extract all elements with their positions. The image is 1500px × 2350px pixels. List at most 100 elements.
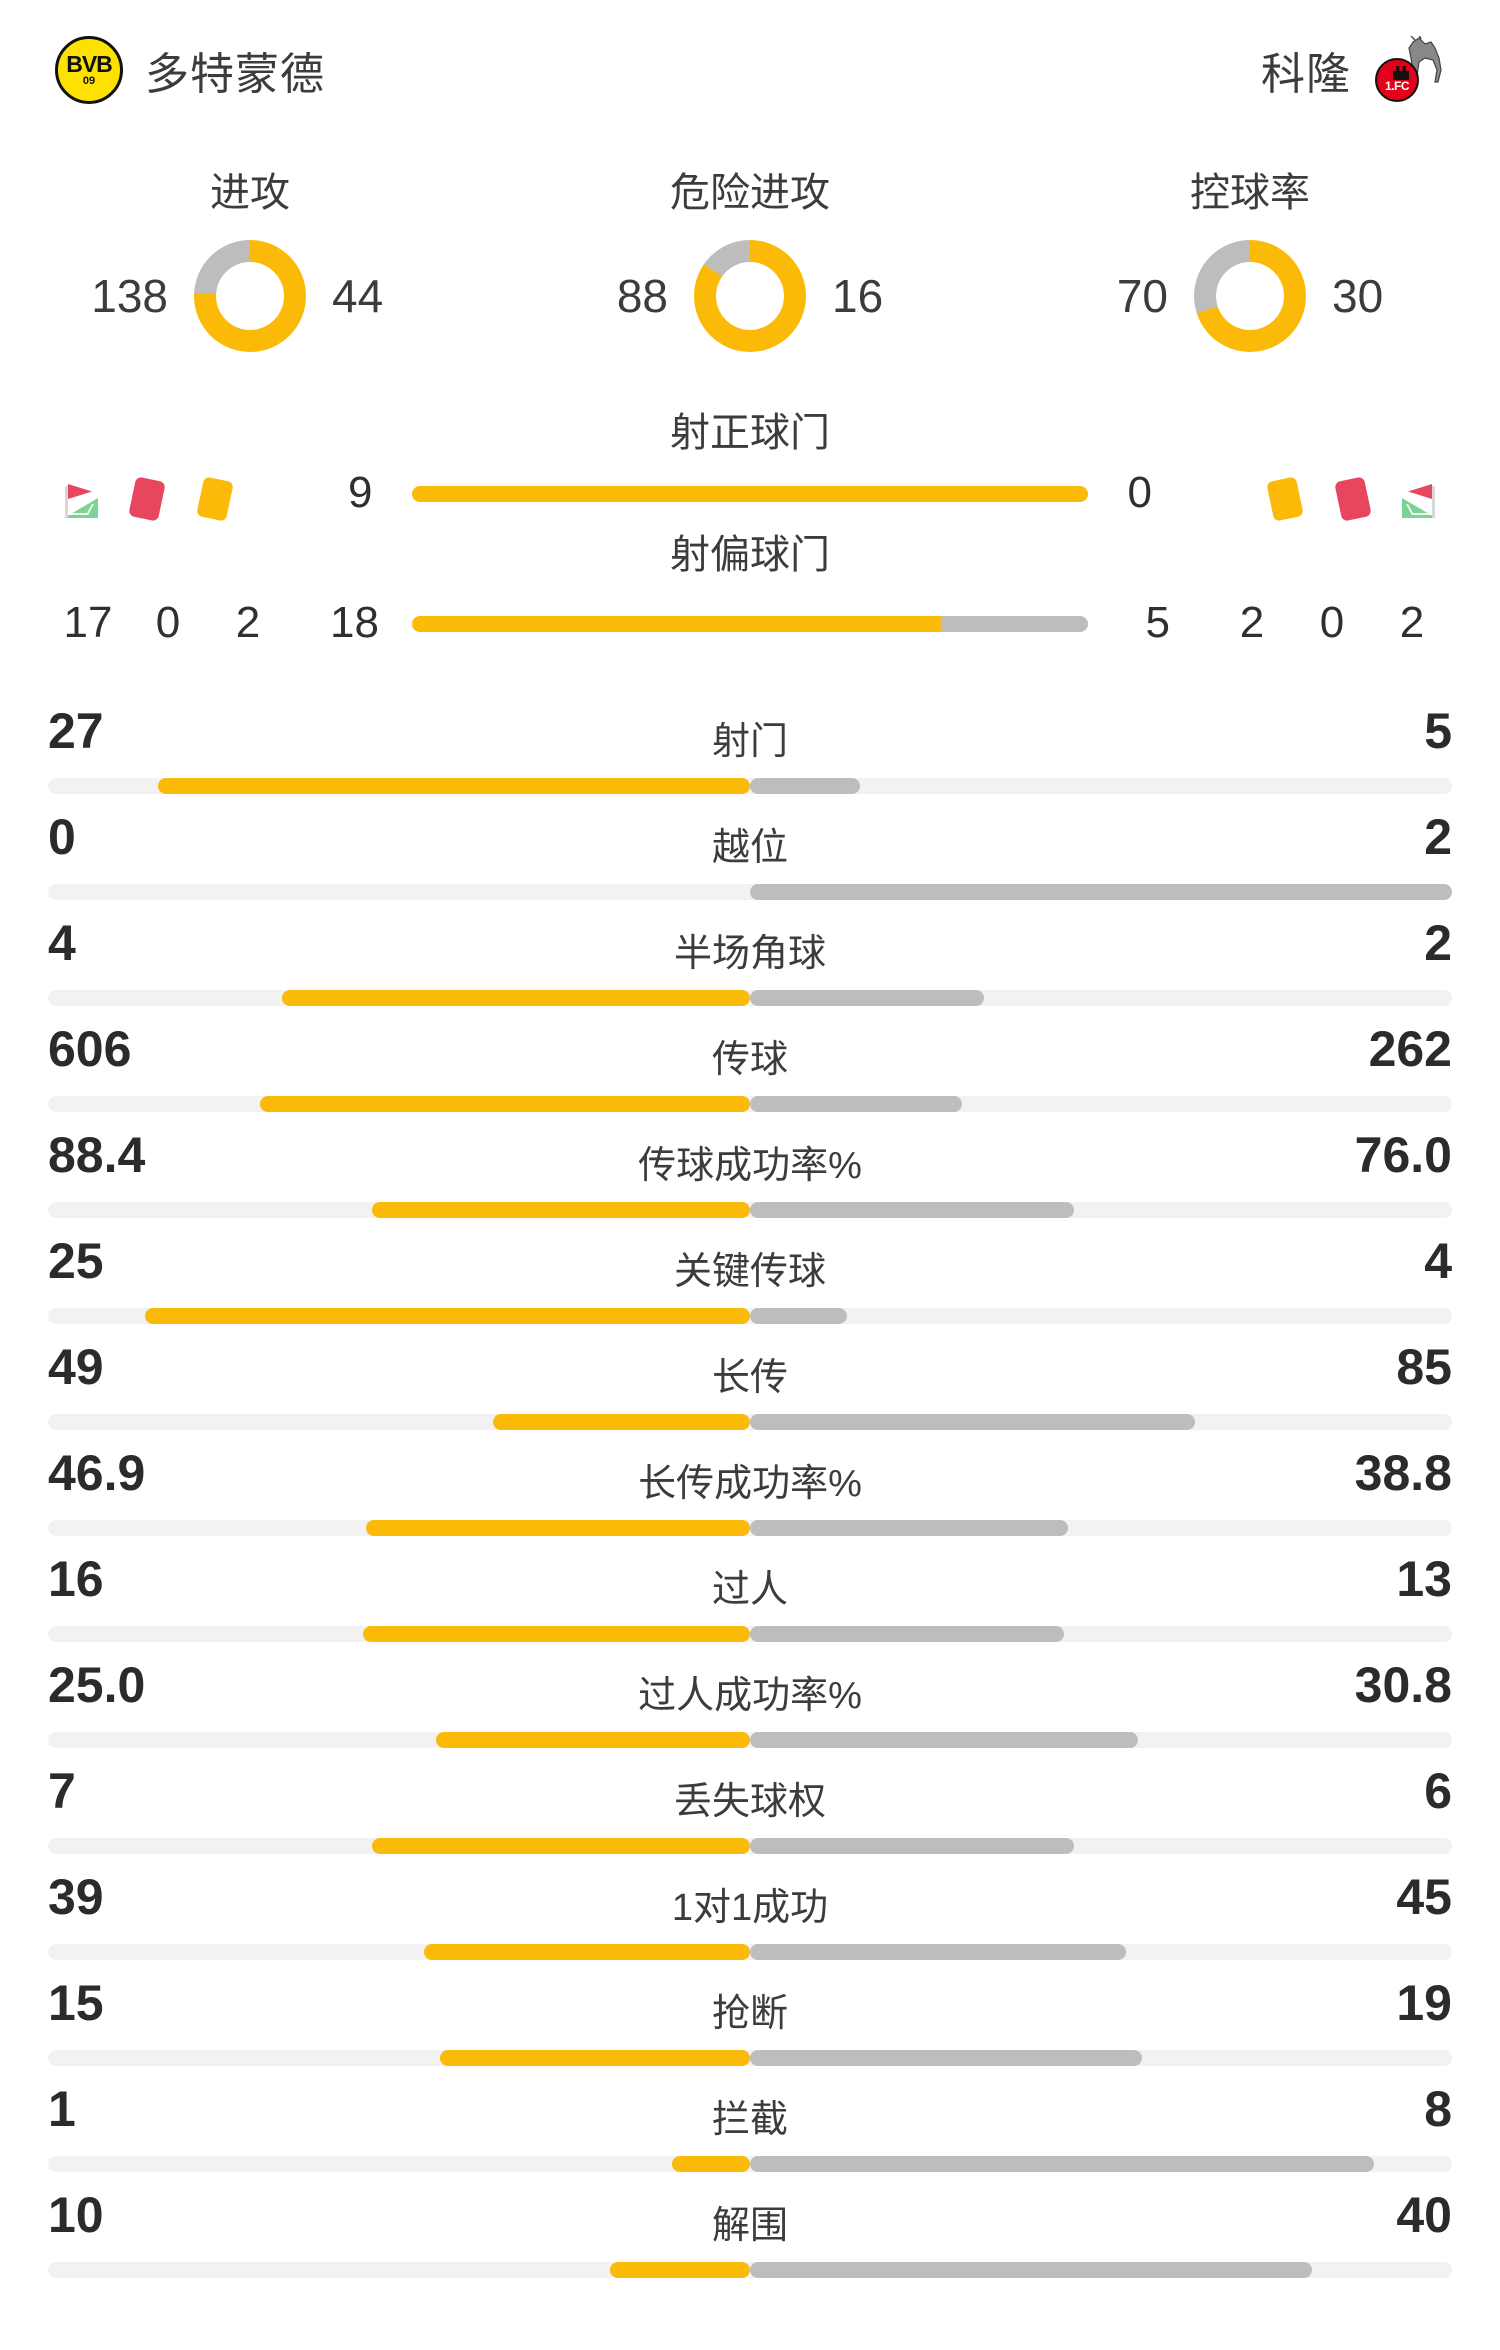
fc-koln-crest-icon: 1.FC [1373,36,1445,104]
stat-away-value: 38.8 [1354,1445,1452,1501]
home-team: BVB 09 多特蒙德 [55,36,325,104]
stat-row: 4 半场角球 2 [0,912,1500,1018]
stat-home-value: 7 [48,1763,76,1819]
stat-label: 解围 [711,2205,788,2247]
stat-label: 长传 [711,1357,788,1399]
stat-home-value: 25 [48,1233,104,1289]
stat-label: 关键传球 [673,1251,826,1293]
stat-away-fill [750,884,1452,900]
stat-bar-track [48,1308,1452,1324]
stat-home-fill [435,1732,750,1748]
stat-home-value: 49 [48,1339,104,1395]
stat-away-fill [750,1202,1075,1218]
stat-away-value: 30.8 [1354,1657,1452,1713]
red-card-icon [126,476,168,522]
stat-away-fill [750,1096,962,1112]
donut-body: 70 30 [1072,240,1428,352]
stat-bar-track [48,990,1452,1006]
donut-ring [1194,240,1306,352]
stat-bar-track [48,778,1452,794]
stat-home-fill [281,990,750,1006]
stat-away-fill [750,2262,1312,2278]
stat-away-fill [750,2156,1375,2172]
stat-home-value: 27 [48,703,104,759]
donut-title: 控球率 [1190,171,1310,215]
stat-label: 拦截 [711,2099,788,2141]
shots-on-target-home-value: 9 [348,468,373,517]
stat-home-fill [609,2262,750,2278]
donut-title: 危险进攻 [670,171,830,215]
stat-home-value: 606 [48,1021,132,1077]
stat-home-value: 39 [48,1869,104,1925]
stat-row: 10 解围 40 [0,2184,1500,2290]
shots-off-target-home-fill [412,616,942,632]
stat-away-value: 2 [1424,915,1452,971]
stat-home-fill [362,1626,750,1642]
donut-dangerous-attacks: 危险进攻 88 16 [500,150,1000,380]
stat-bar-track [48,2156,1452,2172]
stat-away-fill [750,778,860,794]
stat-label: 长传成功率% [638,1463,862,1505]
stat-home-value: 16 [48,1551,104,1607]
stat-away-fill [750,1944,1127,1960]
stat-label: 1对1成功 [671,1887,829,1929]
donut-ring [194,240,306,352]
stat-row: 49 长传 85 [0,1336,1500,1442]
stat-bar-track [48,884,1452,900]
home-number-strip: 17 0 2 [48,598,288,648]
stat-away-value: 76.0 [1354,1127,1452,1183]
stat-home-value: 4 [48,915,76,971]
stat-row: 0 越位 2 [0,806,1500,912]
stat-home-fill [157,778,750,794]
stat-away-fill [750,1414,1196,1430]
shots-on-target-bar [412,486,1088,502]
shots-off-target-label: 射偏球门 [670,533,830,577]
donut-body: 88 16 [572,240,928,352]
stat-home-fill [144,1308,750,1324]
stat-home-value: 1 [48,2081,76,2137]
away-team: 科隆 1.FC [1261,36,1445,104]
home-yellow-cards-value: 2 [235,598,261,647]
stat-home-fill [424,1944,750,1960]
stat-home-value: 88.4 [48,1127,146,1183]
stat-away-fill [750,1308,847,1324]
stat-label: 过人 [711,1569,788,1611]
stat-bar-track [48,1520,1452,1536]
stat-away-value: 2 [1424,809,1452,865]
stat-away-value: 8 [1424,2081,1452,2137]
home-corners-value: 17 [63,598,113,647]
donut-home-value: 88 [616,270,668,322]
stat-bar-track [48,1944,1452,1960]
stat-away-value: 262 [1368,1021,1452,1077]
donut-away-value: 16 [832,270,884,322]
stat-away-fill [750,1838,1075,1854]
stat-bar-track [48,1626,1452,1642]
shots-on-target-away-value: 0 [1127,468,1152,517]
away-corners-value: 2 [1399,598,1425,647]
red-card-icon [1332,476,1374,522]
shots-off-target-bar [412,616,1088,632]
stat-bar-track [48,1414,1452,1430]
donut-ring [694,240,806,352]
stat-home-value: 15 [48,1975,104,2031]
stat-home-fill [260,1096,750,1112]
stat-label: 越位 [711,827,788,869]
donut-away-value: 30 [1332,270,1384,322]
stat-away-fill [750,1626,1065,1642]
stat-home-value: 10 [48,2187,104,2243]
stat-home-value: 46.9 [48,1445,146,1501]
stat-label: 射门 [711,721,788,763]
stat-away-fill [750,1520,1068,1536]
stat-away-fill [750,1732,1138,1748]
stat-home-fill [372,1838,750,1854]
home-team-name: 多特蒙德 [145,50,325,99]
shots-off-target-away-value: 5 [1145,598,1170,647]
bvb-crest-bottom-text: 09 [82,75,96,87]
donut-title: 进攻 [210,171,290,215]
stat-row: 25.0 过人成功率% 30.8 [0,1654,1500,1760]
stat-bar-track [48,1202,1452,1218]
stat-away-fill [750,990,984,1006]
stat-bar-track [48,1096,1452,1112]
donut-home-value: 70 [1116,270,1168,322]
cathedral-icon [1393,66,1409,80]
